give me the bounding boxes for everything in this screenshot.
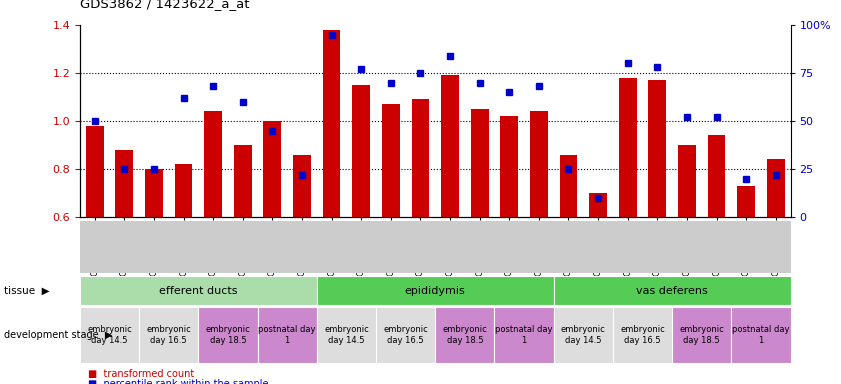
Text: GDS3862 / 1423622_a_at: GDS3862 / 1423622_a_at [80, 0, 250, 10]
Text: development stage  ▶: development stage ▶ [4, 330, 113, 340]
Bar [86, 126, 103, 217]
Bar [115, 150, 133, 217]
Text: embryonic
day 18.5: embryonic day 18.5 [205, 325, 251, 345]
Bar [293, 155, 311, 217]
Bar [175, 164, 193, 217]
Bar [590, 193, 607, 217]
Text: tissue  ▶: tissue ▶ [4, 286, 50, 296]
Bar [234, 145, 251, 217]
Bar [204, 111, 222, 217]
Bar [648, 80, 666, 217]
Bar [382, 104, 399, 217]
Text: epididymis: epididymis [405, 286, 466, 296]
Text: postnatal day
1: postnatal day 1 [495, 325, 553, 345]
Bar [263, 121, 281, 217]
Bar [707, 136, 726, 217]
Text: postnatal day
1: postnatal day 1 [258, 325, 316, 345]
Text: embryonic
day 16.5: embryonic day 16.5 [383, 325, 428, 345]
Text: embryonic
day 16.5: embryonic day 16.5 [146, 325, 191, 345]
Text: vas deferens: vas deferens [637, 286, 708, 296]
Text: efferent ducts: efferent ducts [159, 286, 238, 296]
Text: postnatal day
1: postnatal day 1 [733, 325, 790, 345]
Text: embryonic
day 18.5: embryonic day 18.5 [680, 325, 724, 345]
Bar [678, 145, 696, 217]
Bar [352, 85, 370, 217]
Text: ■  transformed count: ■ transformed count [88, 369, 194, 379]
Bar [323, 30, 341, 217]
Bar [471, 109, 489, 217]
Bar [559, 155, 577, 217]
Bar [738, 186, 755, 217]
Text: embryonic
day 16.5: embryonic day 16.5 [620, 325, 665, 345]
Bar [767, 159, 785, 217]
Text: embryonic
day 14.5: embryonic day 14.5 [561, 325, 606, 345]
Bar [442, 75, 459, 217]
Text: ■  percentile rank within the sample: ■ percentile rank within the sample [88, 379, 269, 384]
Bar [500, 116, 518, 217]
Bar [530, 111, 547, 217]
Text: embryonic
day 18.5: embryonic day 18.5 [442, 325, 487, 345]
Bar [411, 99, 429, 217]
Text: embryonic
day 14.5: embryonic day 14.5 [324, 325, 368, 345]
Bar [145, 169, 163, 217]
Text: embryonic
day 14.5: embryonic day 14.5 [87, 325, 132, 345]
Bar [619, 78, 637, 217]
